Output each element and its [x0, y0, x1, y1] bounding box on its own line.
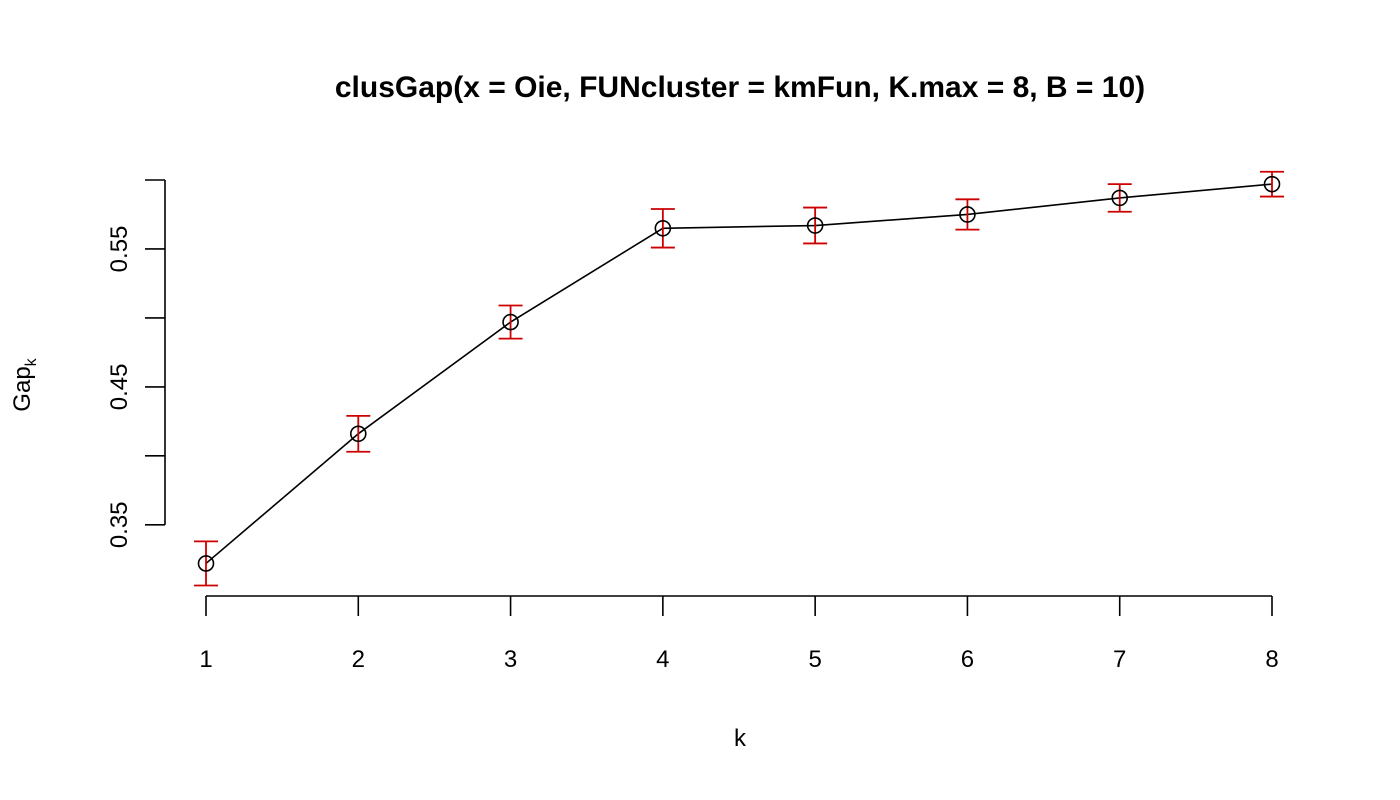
data-point [654, 219, 672, 237]
error-bar [650, 208, 675, 249]
gap-series-line [205, 183, 1273, 565]
y-tick-label: 0.35 [106, 501, 133, 548]
y-axis: 0.35 0.45 0.55 [106, 179, 166, 548]
x-tick-label: 4 [656, 646, 669, 673]
data-point [349, 425, 367, 443]
error-bars [194, 170, 1284, 587]
error-bar [955, 198, 980, 231]
data-point [1263, 175, 1281, 193]
y-tick-label: 0.55 [106, 226, 133, 273]
y-tick-label-group: 0.45 [106, 364, 133, 411]
y-tick-label-group: 0.55 [106, 226, 133, 273]
error-bar [803, 206, 828, 245]
data-points [197, 175, 1281, 572]
x-axis-label: k [734, 725, 747, 752]
y-tick-label: 0.45 [106, 364, 133, 411]
x-tick-label: 5 [808, 646, 821, 673]
y-axis-label-main: Gap [9, 366, 36, 411]
x-tick-label: 8 [1265, 646, 1278, 673]
x-tick-label: 1 [199, 646, 212, 673]
x-tick-label: 3 [504, 646, 517, 673]
x-tick-label: 2 [352, 646, 365, 673]
data-point [1111, 189, 1129, 207]
series-line [205, 183, 1273, 565]
x-tick-label: 6 [961, 646, 974, 673]
data-point [502, 313, 519, 331]
data-point [806, 217, 824, 234]
error-bar [1107, 183, 1132, 213]
data-point [959, 206, 976, 223]
chart-title: clusGap(x = Oie, FUNcluster = kmFun, K.m… [335, 71, 1145, 104]
x-tick-label: 7 [1113, 646, 1126, 673]
y-axis-label: Gapk [9, 357, 40, 411]
data-point [197, 555, 215, 572]
y-axis-label-subscript: k [23, 357, 40, 366]
error-bar [498, 304, 523, 340]
error-bar [194, 540, 218, 587]
y-tick-label-group: 0.35 [106, 501, 133, 548]
error-bar [346, 414, 371, 453]
x-axis: 1 2 3 4 5 6 7 8 [199, 595, 1279, 673]
